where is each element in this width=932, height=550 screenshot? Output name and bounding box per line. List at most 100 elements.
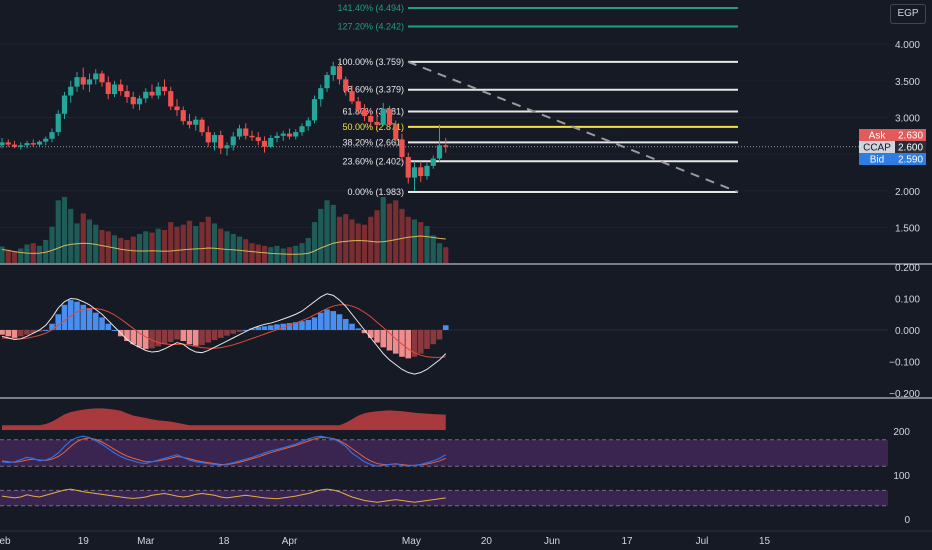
time-tick-label: Feb [0, 536, 11, 547]
candle-body [399, 139, 405, 158]
candle-body [255, 137, 261, 141]
fib-level-label: 127.20% (4.242) [337, 21, 404, 31]
fib-level-label: 100.00% (3.759) [337, 57, 404, 67]
volume-bar [311, 222, 318, 263]
macd-histogram-bar [124, 330, 130, 342]
candle-body [155, 86, 161, 96]
candle-body [368, 116, 374, 122]
volume-bar [299, 243, 305, 263]
volume-bar [286, 247, 293, 263]
volume-bar [318, 208, 324, 263]
macd-histogram-bar [342, 318, 349, 330]
candle-body [193, 119, 199, 125]
stoch-line [1, 488, 446, 503]
macd-tick-label: 0.200 [895, 263, 920, 274]
candle-body [86, 79, 93, 85]
cci-pane[interactable] [0, 408, 888, 507]
volume-bar [436, 243, 443, 263]
macd-pane[interactable] [0, 293, 888, 375]
volume-bar [399, 208, 405, 263]
badge-value: 2.630 [898, 131, 923, 142]
candle-body [74, 77, 80, 87]
badge-value-box [895, 129, 926, 141]
macd-histogram-bar [42, 330, 49, 331]
volume-bar [411, 219, 418, 263]
macd-histogram-bar [136, 330, 143, 348]
cci-tick-label: 200 [893, 427, 910, 438]
volume-bar [86, 219, 93, 263]
macd-histogram-bar [92, 312, 99, 330]
volume-bar [324, 200, 330, 263]
macd-histogram-bar [411, 330, 418, 357]
candle-body [268, 137, 274, 147]
volume-bar [380, 197, 386, 263]
macd-histogram-bar [55, 314, 62, 330]
macd-histogram-bar [105, 323, 112, 330]
macd-histogram-bar [24, 330, 30, 335]
cci-tick-label: 0 [904, 515, 910, 526]
macd-histogram-bar [242, 330, 249, 331]
candle-body [49, 132, 55, 139]
macd-histogram-bar [249, 328, 255, 330]
macd-histogram-bar [149, 330, 155, 349]
candle-body [180, 110, 186, 122]
macd-histogram-bar [405, 330, 412, 359]
price-pane[interactable]: 141.40% (4.494) 127.20% (4.242) 100.00% (3… [0, 3, 888, 263]
price-axis[interactable]: 4.0003.5003.0002.5002.0001.5000.2000.100… [889, 40, 920, 526]
macd-histogram-bar [299, 321, 305, 330]
candle-body [374, 121, 380, 125]
macd-histogram-bar [236, 330, 243, 332]
macd-histogram-bar [317, 312, 324, 330]
candle-body [36, 141, 43, 145]
candle-body [318, 88, 324, 100]
candle-body [380, 108, 386, 125]
macd-histogram-bar [274, 324, 280, 330]
volume-bar [74, 223, 80, 263]
candle-body [330, 66, 336, 75]
candle-body [111, 84, 118, 95]
macd-histogram-bar [30, 330, 37, 334]
fib-level-label: 61.80% (3.081) [342, 107, 404, 117]
macd-histogram-bar [424, 330, 430, 349]
volume-bar [224, 231, 230, 263]
macd-histogram-bar [205, 330, 212, 343]
macd-histogram-bar [11, 330, 18, 338]
candle-body [5, 142, 11, 145]
candle-body [336, 66, 343, 80]
volume-bar [418, 222, 424, 263]
candle-body [24, 143, 30, 146]
currency-button[interactable]: EGP [890, 4, 926, 24]
badge-label: Bid [870, 155, 884, 166]
candle-body [205, 132, 211, 143]
time-axis[interactable]: Feb 19 Mar 18 Apr May 20 Jun 17 Jul 15 [0, 536, 770, 547]
candle-body [130, 96, 136, 105]
volume-bar [199, 222, 205, 263]
macd-histogram-bar [174, 330, 180, 340]
macd-histogram-bar [355, 328, 362, 330]
badge-label-box [859, 141, 895, 153]
time-tick-label: 15 [759, 536, 771, 547]
candle-body [430, 158, 436, 166]
candle-body [261, 140, 268, 147]
fib-level-label: 78.60% (3.379) [342, 85, 404, 95]
candle-body [93, 73, 99, 80]
macd-histogram-bar [392, 330, 399, 354]
candle-body [143, 91, 149, 99]
macd-histogram-bar [186, 330, 193, 345]
volume-bar [424, 226, 430, 263]
fib-level-label: 50.00% (2.871) [342, 122, 404, 132]
macd-line [1, 293, 447, 375]
volume-bar [43, 239, 49, 263]
macd-histogram-bar [99, 317, 105, 330]
volume-ma-line [1, 235, 446, 255]
candle-body [211, 135, 218, 143]
badge-label: CCAP [863, 143, 891, 154]
macd-histogram-bar [80, 304, 87, 330]
price-tick-label: 3.500 [895, 77, 920, 88]
volume-bar [230, 233, 236, 263]
candle-body [424, 165, 430, 177]
volume-bar [336, 216, 343, 263]
volume-bar [24, 244, 30, 263]
pane-separators[interactable] [0, 263, 932, 532]
